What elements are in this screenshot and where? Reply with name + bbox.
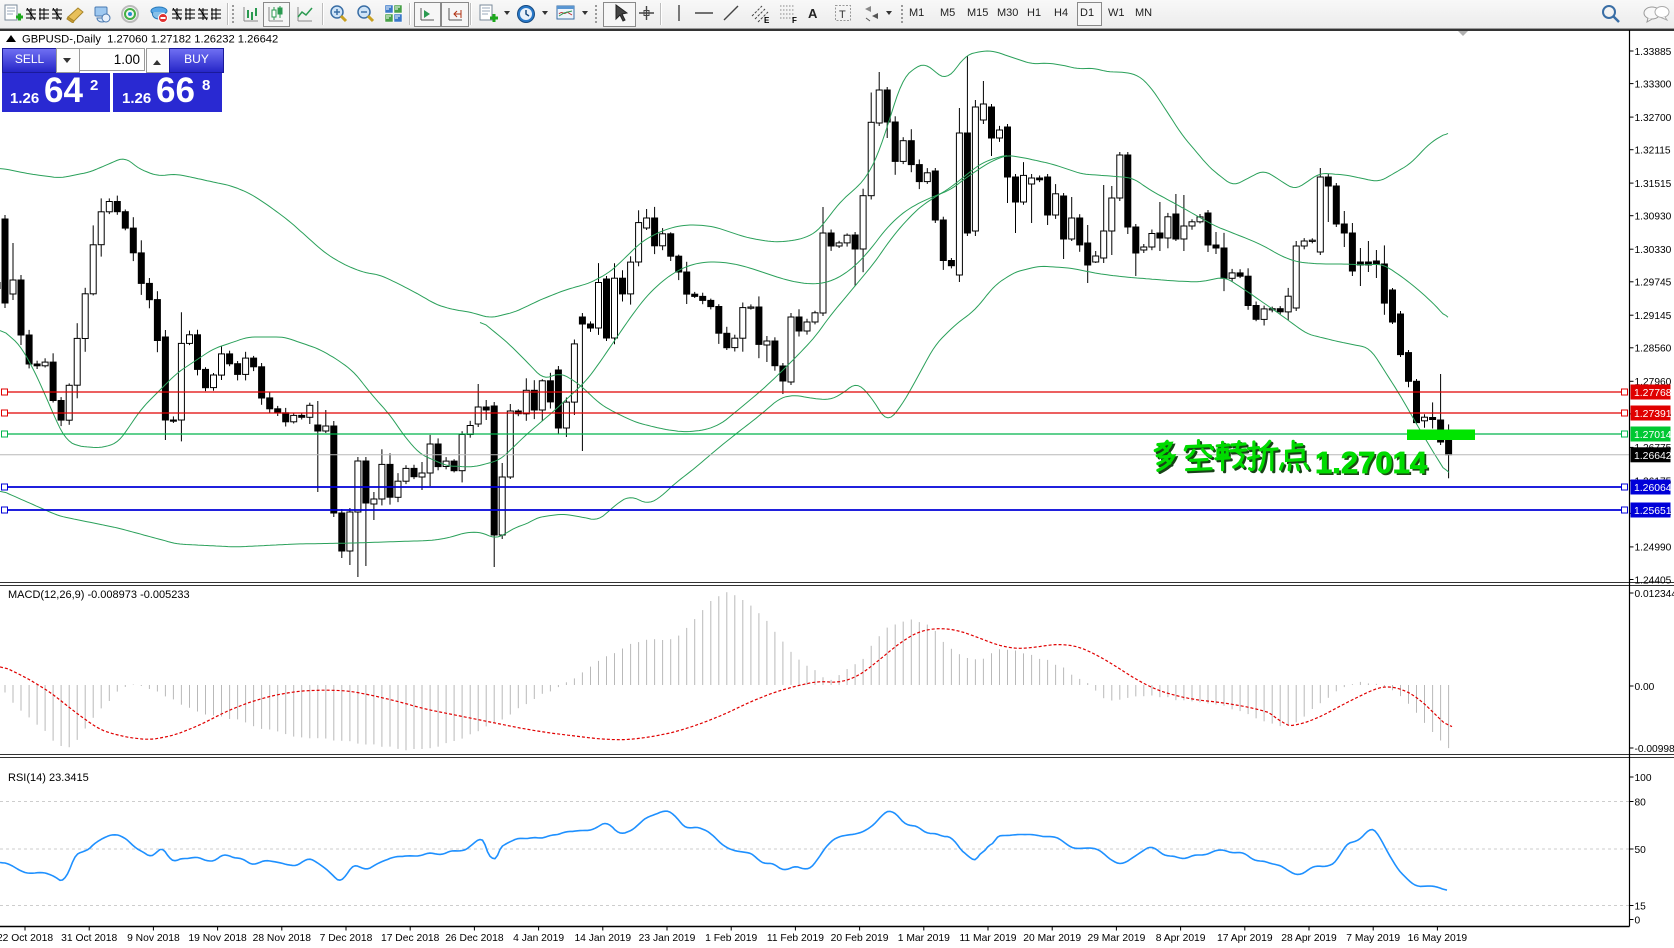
svg-text:1.25651: 1.25651 <box>1634 506 1672 517</box>
svg-text:50: 50 <box>1635 845 1647 856</box>
svg-text:31 Oct 2018: 31 Oct 2018 <box>61 933 117 944</box>
svg-text:1.30930: 1.30930 <box>1635 212 1672 223</box>
svg-text:1.27768: 1.27768 <box>1634 388 1672 399</box>
svg-text:22 Oct 2018: 22 Oct 2018 <box>0 933 53 944</box>
svg-text:100: 100 <box>1635 773 1652 784</box>
svg-text:1.28560: 1.28560 <box>1635 344 1672 355</box>
svg-text:28 Nov 2018: 28 Nov 2018 <box>253 933 312 944</box>
svg-text:1.27014: 1.27014 <box>1315 445 1428 480</box>
svg-text:MACD(12,26,9) -0.008973 -0.005: MACD(12,26,9) -0.008973 -0.005233 <box>8 589 190 601</box>
svg-text:T: T <box>839 9 846 21</box>
svg-text:0.00: 0.00 <box>1635 682 1655 693</box>
svg-text:1.24990: 1.24990 <box>1635 543 1672 554</box>
svg-text:7 Dec 2018: 7 Dec 2018 <box>320 933 373 944</box>
svg-text:17 Dec 2018: 17 Dec 2018 <box>381 933 440 944</box>
svg-text:4 Jan 2019: 4 Jan 2019 <box>513 933 564 944</box>
svg-text:0.012344: 0.012344 <box>1635 589 1674 600</box>
svg-text:1.24405: 1.24405 <box>1635 575 1672 586</box>
svg-text:1.27014: 1.27014 <box>1317 447 1430 482</box>
svg-text:29 Mar 2019: 29 Mar 2019 <box>1087 933 1145 944</box>
svg-text:0: 0 <box>1635 915 1641 926</box>
svg-text:GBPUSD-,Daily 1.27060 1.27182: GBPUSD-,Daily 1.27060 1.27182 1.26232 1.… <box>22 34 278 46</box>
svg-text:1.33300: 1.33300 <box>1635 79 1672 90</box>
svg-text:1.30330: 1.30330 <box>1635 245 1672 256</box>
svg-text:1.26642: 1.26642 <box>1634 451 1672 462</box>
svg-text:-0.009989: -0.009989 <box>1635 744 1674 755</box>
svg-text:1.27014: 1.27014 <box>1634 430 1672 441</box>
svg-text:RSI(14) 23.3415: RSI(14) 23.3415 <box>8 772 89 784</box>
svg-text:80: 80 <box>1635 797 1647 808</box>
svg-text:1.31515: 1.31515 <box>1635 179 1672 190</box>
svg-text:11 Mar 2019: 11 Mar 2019 <box>959 933 1016 944</box>
svg-text:7 May 2019: 7 May 2019 <box>1346 933 1400 944</box>
svg-text:9 Nov 2018: 9 Nov 2018 <box>127 933 180 944</box>
svg-text:11 Feb 2019: 11 Feb 2019 <box>767 933 824 944</box>
svg-text:1.33885: 1.33885 <box>1635 47 1672 58</box>
svg-text:E: E <box>764 16 770 24</box>
svg-text:23 Jan 2019: 23 Jan 2019 <box>639 933 696 944</box>
svg-text:1.27391: 1.27391 <box>1634 409 1672 420</box>
svg-text:17 Apr 2019: 17 Apr 2019 <box>1217 933 1273 944</box>
svg-text:F: F <box>792 16 797 24</box>
svg-text:15: 15 <box>1635 901 1647 912</box>
svg-text:1 Mar 2019: 1 Mar 2019 <box>898 933 950 944</box>
svg-text:26 Dec 2018: 26 Dec 2018 <box>445 933 504 944</box>
svg-text:1.27960: 1.27960 <box>1635 377 1672 388</box>
svg-text:14 Jan 2019: 14 Jan 2019 <box>574 933 631 944</box>
svg-text:1.32700: 1.32700 <box>1635 113 1672 124</box>
svg-text:8 Apr 2019: 8 Apr 2019 <box>1156 933 1206 944</box>
svg-text:20 Mar 2019: 20 Mar 2019 <box>1023 933 1081 944</box>
svg-text:1 Feb 2019: 1 Feb 2019 <box>705 933 757 944</box>
svg-text:1.29145: 1.29145 <box>1635 311 1672 322</box>
svg-text:1.32115: 1.32115 <box>1635 146 1671 157</box>
svg-text:1.29745: 1.29745 <box>1635 278 1672 289</box>
svg-text:28 Apr 2019: 28 Apr 2019 <box>1281 933 1337 944</box>
svg-text:1.26064: 1.26064 <box>1634 483 1672 494</box>
svg-text:16 May 2019: 16 May 2019 <box>1408 933 1468 944</box>
svg-text:19 Nov 2018: 19 Nov 2018 <box>188 933 247 944</box>
svg-text:20 Feb 2019: 20 Feb 2019 <box>831 933 889 944</box>
